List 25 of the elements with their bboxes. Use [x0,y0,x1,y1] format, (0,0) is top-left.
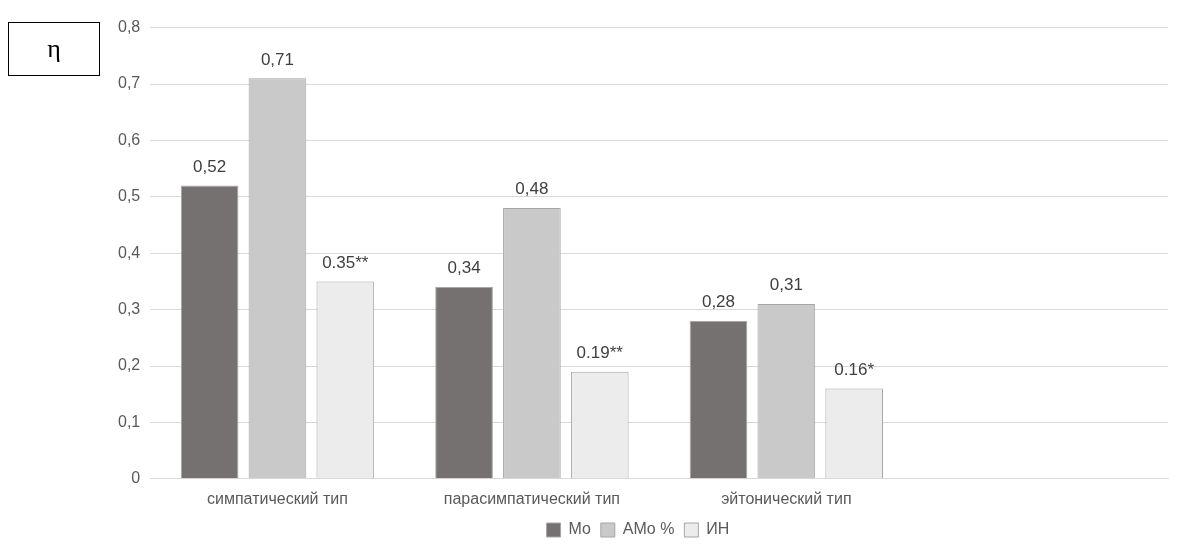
legend-label: Mo [568,520,591,538]
data-label: 0,31 [769,275,803,295]
y-axis-title: η [8,22,100,76]
data-label: 0.19** [576,342,624,362]
data-label: 0,71 [260,49,295,69]
legend-label: ИН [706,520,730,538]
data-label: 0,52 [193,156,227,176]
data-label: 0.16* [834,359,875,379]
legend-label: AMo % [622,520,675,538]
data-label: 0,48 [515,179,549,199]
x-tick-label: парасимпатический тип [443,489,621,507]
y-tick-label: 0,1 [117,412,141,430]
y-tick-label: 0,5 [117,187,141,205]
y-tick-label: 0,6 [117,130,141,148]
data-label: 0,34 [447,258,481,278]
y-tick-label: 0,2 [117,356,141,374]
y-tick-label: 0,3 [117,300,141,318]
data-label: 0.35** [322,252,369,272]
y-tick-label: 0,4 [117,243,141,261]
x-tick-label: эйтонический тип [721,489,852,507]
y-tick-label: 0,7 [117,74,141,92]
x-tick-label: симпатический тип [207,489,348,507]
data-label: 0,28 [701,292,736,312]
y-tick-label: 0,8 [117,18,141,36]
y-tick-label: 0 [131,469,141,487]
